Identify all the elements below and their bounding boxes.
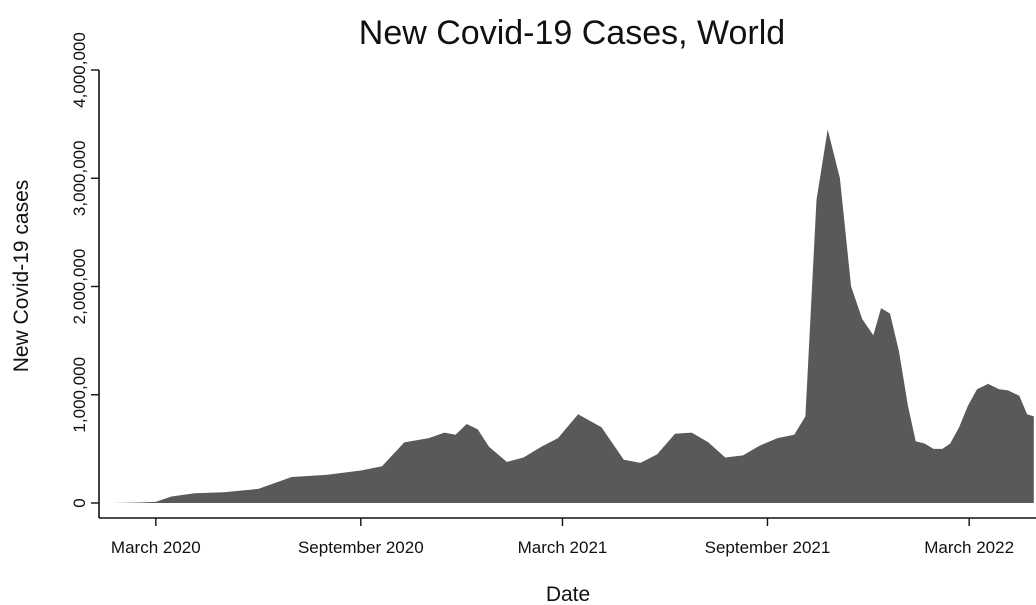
- cases-area: [112, 129, 1034, 503]
- y-tick-label: 3,000,000: [70, 140, 89, 216]
- y-tick-label: 0: [70, 498, 89, 507]
- y-tick-label: 4,000,000: [70, 32, 89, 108]
- x-tick-label: March 2021: [518, 538, 608, 557]
- x-tick-label: September 2021: [705, 538, 831, 557]
- y-tick-label: 1,000,000: [70, 357, 89, 433]
- y-tick-label: 2,000,000: [70, 249, 89, 325]
- x-tick-label: March 2022: [924, 538, 1014, 557]
- chart-title: New Covid-19 Cases, World: [359, 14, 785, 52]
- x-tick-label: March 2020: [111, 538, 201, 557]
- y-axis-label: New Covid-19 cases: [10, 180, 33, 373]
- y-axis-ticks: 0 1,000,000 2,000,000 3,000,000 4,000,000: [70, 32, 99, 508]
- x-axis-ticks: March 2020 September 2020 March 2021 Septem…: [111, 518, 1014, 557]
- x-axis-label: Date: [546, 583, 590, 605]
- x-tick-label: September 2020: [298, 538, 424, 557]
